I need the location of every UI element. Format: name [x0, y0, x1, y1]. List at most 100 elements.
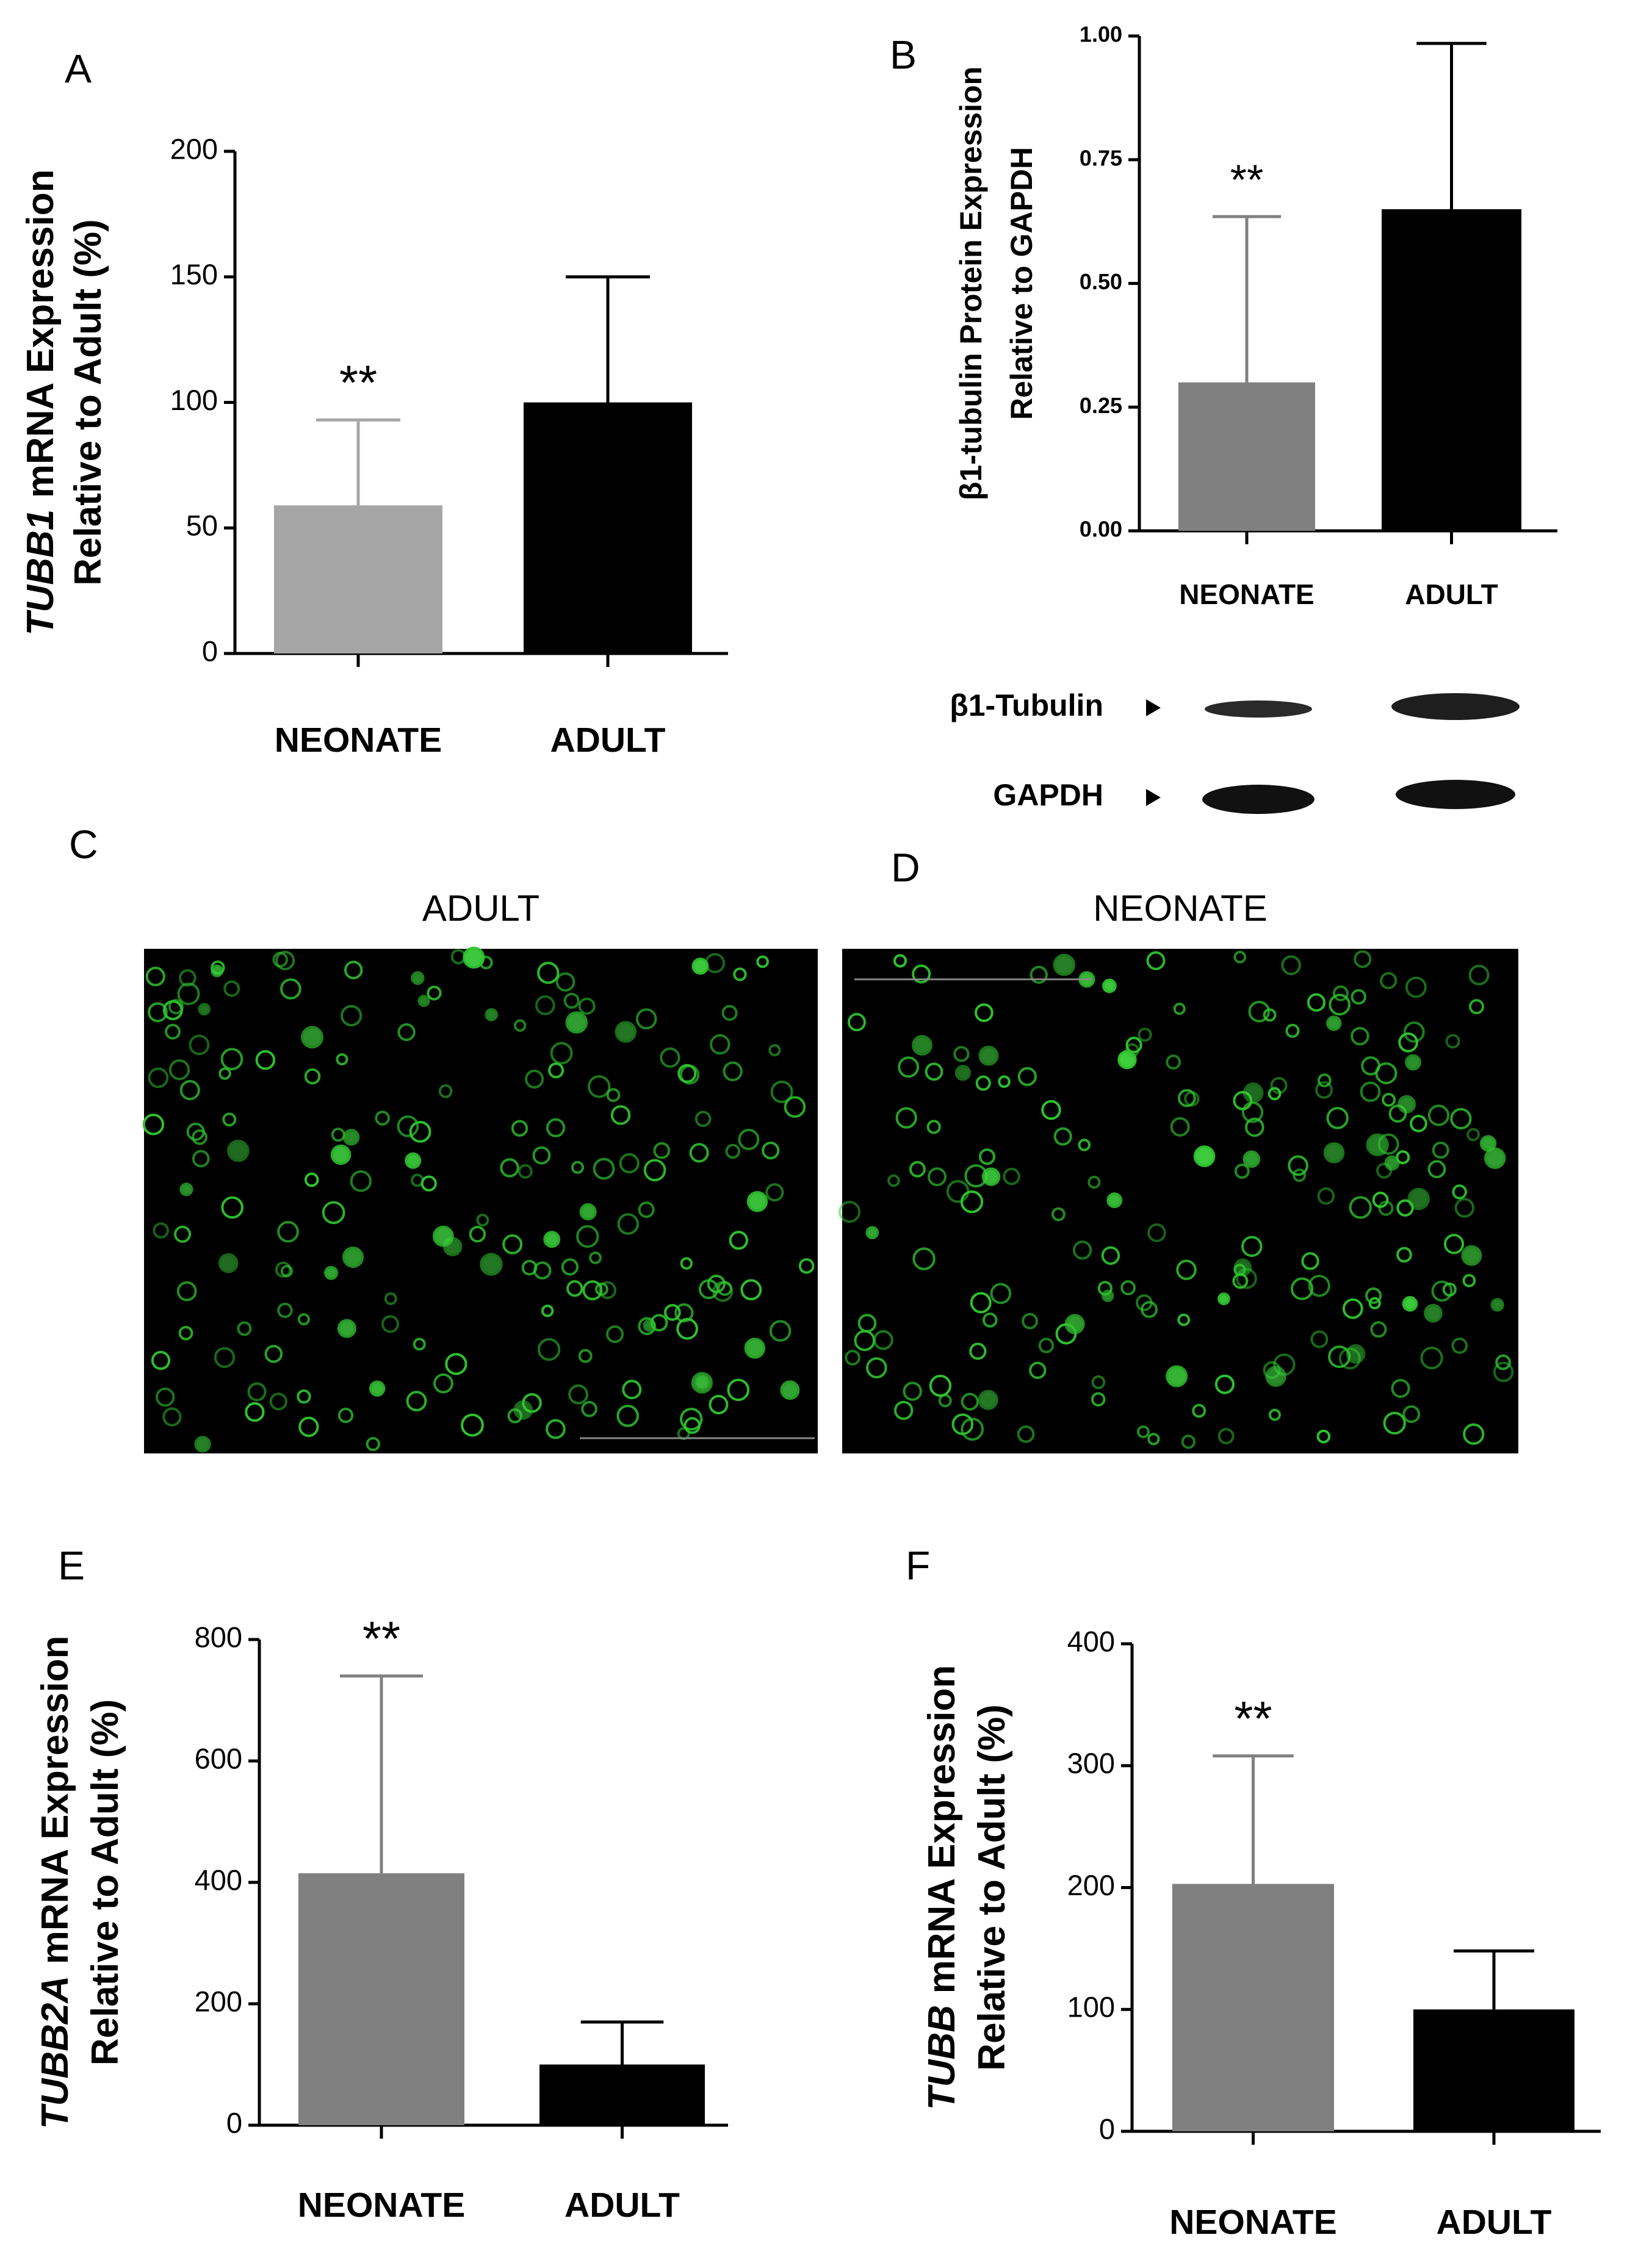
- cell: [576, 1225, 599, 1248]
- cell: [1177, 1313, 1191, 1327]
- cell: [1383, 1411, 1406, 1435]
- cell: [784, 1096, 806, 1118]
- cell: [650, 1314, 668, 1332]
- cell: [579, 1203, 597, 1220]
- cell: [1217, 1428, 1235, 1445]
- cell: [405, 1152, 422, 1169]
- cell: [653, 1142, 671, 1159]
- cell: [1326, 1015, 1342, 1031]
- x-tick-label: ADULT: [1405, 578, 1498, 610]
- cell: [770, 1080, 793, 1103]
- y-tick-label: 0.50: [1080, 269, 1122, 294]
- cell: [1214, 1374, 1235, 1394]
- cell: [142, 1114, 165, 1136]
- cell: [1442, 1282, 1457, 1297]
- cell: [1307, 993, 1326, 1012]
- y-axis-label-text: mRNA Expression: [34, 1636, 76, 1965]
- cell: [381, 1315, 400, 1333]
- cell: [280, 978, 301, 1000]
- cell: [277, 1220, 299, 1243]
- cell: [221, 1196, 243, 1219]
- cell: [619, 1153, 640, 1174]
- cell: [1407, 1187, 1430, 1211]
- y-axis-label-text: Relative to GAPDH: [1004, 147, 1039, 420]
- cell: [1166, 1054, 1181, 1070]
- x-tick-label: ADULT: [564, 2186, 680, 2225]
- cell: [513, 1019, 527, 1032]
- cell: [847, 1013, 866, 1032]
- cell: [341, 1005, 362, 1027]
- cell: [375, 1111, 390, 1126]
- cell: [1181, 1435, 1196, 1449]
- cell: [179, 1080, 200, 1101]
- cell: [450, 949, 466, 965]
- bar-chart: E 0 200 400 600 800 TUBB2A mRNA Expression Relat…: [34, 1543, 728, 2225]
- y-tick-label: 0: [202, 635, 218, 667]
- blot-band: [1391, 693, 1520, 720]
- cell: [970, 1292, 992, 1314]
- cell: [998, 1075, 1011, 1088]
- cell: [622, 1380, 642, 1400]
- cell: [1398, 1032, 1418, 1053]
- cell: [854, 1330, 876, 1352]
- cell: [571, 1161, 585, 1174]
- cell: [1326, 1107, 1349, 1129]
- cell: [324, 1265, 339, 1280]
- panel-letter: D: [891, 844, 920, 890]
- cell: [337, 1407, 354, 1424]
- cell: [417, 995, 430, 1007]
- cell: [1193, 1145, 1216, 1167]
- cell: [1053, 1127, 1072, 1146]
- cell: [887, 1174, 900, 1187]
- cell: [438, 1084, 453, 1098]
- cell: [909, 1161, 926, 1178]
- cell: [409, 1120, 431, 1143]
- cell: [298, 1416, 319, 1438]
- cell: [275, 951, 295, 971]
- cell: [676, 1318, 698, 1340]
- bar: [298, 1873, 464, 2125]
- cell: [461, 1413, 484, 1437]
- y-axis-label: Relative to Adult (%): [971, 1704, 1013, 2071]
- cell: [350, 1170, 372, 1192]
- cell: [218, 1067, 231, 1080]
- cell: [214, 1347, 236, 1368]
- cell: [951, 1413, 974, 1435]
- cell: [1342, 1298, 1363, 1319]
- cell: [768, 1044, 781, 1057]
- cell: [1351, 988, 1367, 1005]
- cell: [588, 1075, 611, 1098]
- cell: [445, 1353, 467, 1375]
- cell: [1402, 1295, 1418, 1312]
- cell: [176, 1281, 197, 1301]
- cell: [866, 1357, 887, 1379]
- cell: [1403, 1021, 1425, 1043]
- cell: [594, 1282, 608, 1296]
- cell: [674, 1303, 694, 1323]
- x-tick-label: NEONATE: [1179, 578, 1315, 610]
- cell: [606, 1325, 624, 1344]
- cell: [689, 1143, 709, 1163]
- cell: [721, 1005, 738, 1021]
- cell: [1078, 1139, 1091, 1151]
- cell: [1147, 1433, 1160, 1445]
- cell: [480, 1253, 503, 1276]
- cell: [1354, 950, 1372, 968]
- cell: [969, 1342, 987, 1360]
- cell: [780, 1380, 800, 1400]
- error-bar: [1416, 41, 1487, 209]
- cell: [581, 1400, 597, 1417]
- cell: [982, 1312, 998, 1328]
- cell: [1396, 1247, 1412, 1263]
- cell: [1420, 1346, 1443, 1370]
- cell: [469, 1225, 486, 1243]
- cell: [502, 1234, 523, 1255]
- cell: [511, 1120, 528, 1137]
- cell: [578, 1348, 593, 1363]
- cell: [1091, 1375, 1106, 1389]
- error-bar: [1213, 1754, 1294, 1884]
- cell: [177, 982, 200, 1006]
- cell: [420, 1175, 437, 1192]
- cell: [476, 1214, 489, 1227]
- blot-arrow: [1146, 789, 1161, 806]
